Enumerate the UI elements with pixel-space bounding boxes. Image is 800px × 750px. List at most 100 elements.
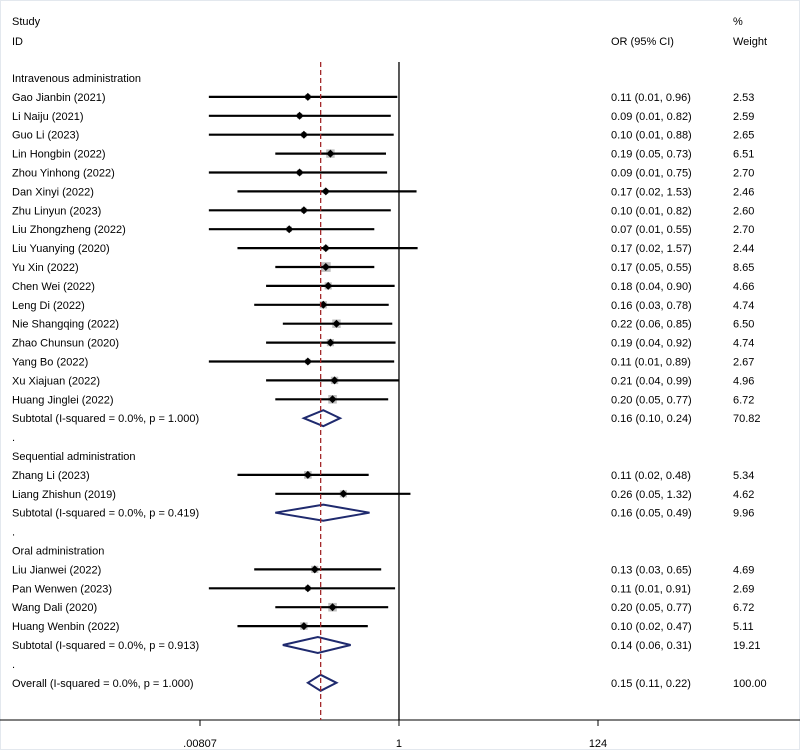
study-or-ci: 0.17 (0.02, 1.53) [611, 186, 692, 198]
header-weight: Weight [733, 36, 767, 48]
study-or-ci: 0.09 (0.01, 0.82) [611, 111, 692, 123]
study-point-estimate [299, 130, 308, 139]
study-point-estimate [310, 565, 319, 574]
study-weight: 2.67 [733, 357, 754, 369]
study-weight: 2.59 [733, 111, 754, 123]
study-point-estimate [295, 168, 304, 177]
study-label: Chen Wei (2022) [12, 281, 95, 293]
study-or-ci: 0.16 (0.03, 0.78) [611, 300, 692, 312]
subtotal-label: Subtotal (I-squared = 0.0%, p = 1.000) [12, 413, 199, 425]
study-or-ci: 0.13 (0.03, 0.65) [611, 564, 692, 576]
study-point-estimate [303, 584, 312, 593]
subtotal-weight: 19.21 [733, 640, 761, 652]
study-or-ci: 0.17 (0.05, 0.55) [611, 262, 692, 274]
subtotal-diamond [301, 409, 343, 428]
study-label: Zhao Chunsun (2020) [12, 338, 119, 350]
study-label: Yu Xin (2022) [12, 262, 79, 274]
study-or-ci: 0.21 (0.04, 0.99) [611, 375, 692, 387]
header-or: OR (95% CI) [611, 36, 674, 48]
study-point-estimate [299, 206, 308, 215]
study-point-estimate [324, 281, 333, 290]
study-or-ci: 0.11 (0.01, 0.89) [611, 357, 691, 369]
study-or-ci: 0.11 (0.02, 0.48) [611, 470, 691, 482]
study-label: Yang Bo (2022) [12, 357, 88, 369]
study-weight: 4.69 [733, 564, 754, 576]
study-weight: 8.65 [733, 262, 754, 274]
study-or-ci: 0.11 (0.01, 0.96) [611, 92, 691, 104]
header-study: Study [12, 16, 41, 28]
study-weight: 4.62 [733, 489, 754, 501]
study-or-ci: 0.17 (0.02, 1.57) [611, 243, 692, 255]
study-or-ci: 0.10 (0.01, 0.82) [611, 205, 692, 217]
study-label: Huang Wenbin (2022) [12, 621, 119, 633]
study-label: Zhu Linyun (2023) [12, 205, 101, 217]
study-weight: 4.96 [733, 375, 754, 387]
subtotal-label: Subtotal (I-squared = 0.0%, p = 0.419) [12, 508, 199, 520]
study-or-ci: 0.10 (0.02, 0.47) [611, 621, 692, 633]
study-or-ci: 0.11 (0.01, 0.91) [611, 583, 691, 595]
study-point-estimate [321, 244, 330, 253]
study-weight: 5.11 [733, 621, 754, 633]
subtotal-weight: 70.82 [733, 413, 761, 425]
x-tick-label: 1 [396, 738, 402, 750]
study-point-estimate [328, 395, 337, 404]
study-point-estimate [303, 470, 312, 479]
subtotal-diamond [305, 673, 339, 692]
study-or-ci: 0.19 (0.05, 0.73) [611, 149, 692, 161]
study-weight: 6.50 [733, 319, 754, 331]
axis-layer: .00807 1 124 [183, 62, 607, 750]
study-label: Xu Xiajuan (2022) [12, 375, 100, 387]
study-weight: 4.74 [733, 300, 754, 312]
study-point-estimate [295, 111, 304, 120]
study-point-estimate [326, 338, 335, 347]
subtotal-or-ci: 0.16 (0.05, 0.49) [611, 508, 692, 520]
study-weight: 2.70 [733, 224, 754, 236]
study-weight: 2.69 [733, 583, 754, 595]
study-label: Guo Li (2023) [12, 130, 79, 142]
study-point-estimate [321, 263, 330, 271]
subtotal-weight: 9.96 [733, 508, 754, 520]
x-tick-label: .00807 [183, 738, 217, 750]
group-label: Oral administration [12, 546, 104, 558]
study-label: Wang Dali (2020) [12, 602, 97, 614]
study-label: Leng Di (2022) [12, 300, 85, 312]
study-point-estimate [321, 187, 330, 196]
study-label: Liu Zhongzheng (2022) [12, 224, 126, 236]
study-or-ci: 0.18 (0.04, 0.90) [611, 281, 692, 293]
subtotal-diamond [275, 503, 370, 522]
study-weight: 6.72 [733, 394, 754, 406]
study-weight: 2.46 [733, 186, 754, 198]
study-label: Li Naiju (2021) [12, 111, 84, 123]
rows-layer: Intravenous administration Gao Jianbin (2… [12, 73, 767, 692]
study-label: Lin Hongbin (2022) [12, 149, 106, 161]
study-point-estimate [332, 319, 341, 328]
study-weight: 6.51 [733, 149, 754, 161]
study-label: Gao Jianbin (2021) [12, 92, 106, 104]
study-weight: 4.74 [733, 338, 754, 350]
study-point-estimate [330, 376, 339, 385]
study-weight: 4.66 [733, 281, 754, 293]
study-point-estimate [299, 622, 308, 631]
study-label: Dan Xinyi (2022) [12, 186, 94, 198]
study-label: Zhou Yinhong (2022) [12, 168, 115, 180]
study-weight: 2.60 [733, 205, 754, 217]
study-point-estimate [319, 300, 328, 309]
study-point-estimate [339, 489, 348, 498]
study-or-ci: 0.10 (0.01, 0.88) [611, 130, 692, 142]
study-weight: 2.44 [733, 243, 754, 255]
study-or-ci: 0.26 (0.05, 1.32) [611, 489, 692, 501]
x-tick-label: 124 [589, 738, 607, 750]
study-or-ci: 0.07 (0.01, 0.55) [611, 224, 692, 236]
group-label: Intravenous administration [12, 73, 141, 85]
study-label: Liu Jianwei (2022) [12, 564, 101, 576]
study-point-estimate [303, 92, 312, 101]
study-or-ci: 0.09 (0.01, 0.75) [611, 168, 692, 180]
study-or-ci: 0.19 (0.04, 0.92) [611, 338, 692, 350]
study-weight: 5.34 [733, 470, 754, 482]
study-or-ci: 0.20 (0.05, 0.77) [611, 394, 692, 406]
study-or-ci: 0.22 (0.06, 0.85) [611, 319, 692, 331]
group-separator: . [12, 659, 15, 671]
study-point-estimate [303, 357, 312, 366]
